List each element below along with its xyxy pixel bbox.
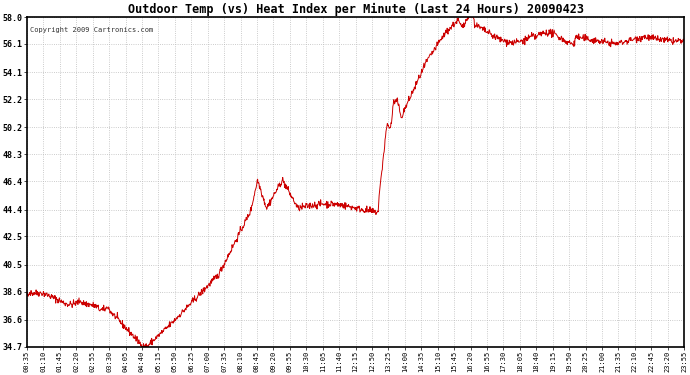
Title: Outdoor Temp (vs) Heat Index per Minute (Last 24 Hours) 20090423: Outdoor Temp (vs) Heat Index per Minute … — [128, 3, 584, 16]
Text: Copyright 2009 Cartronics.com: Copyright 2009 Cartronics.com — [30, 27, 153, 33]
